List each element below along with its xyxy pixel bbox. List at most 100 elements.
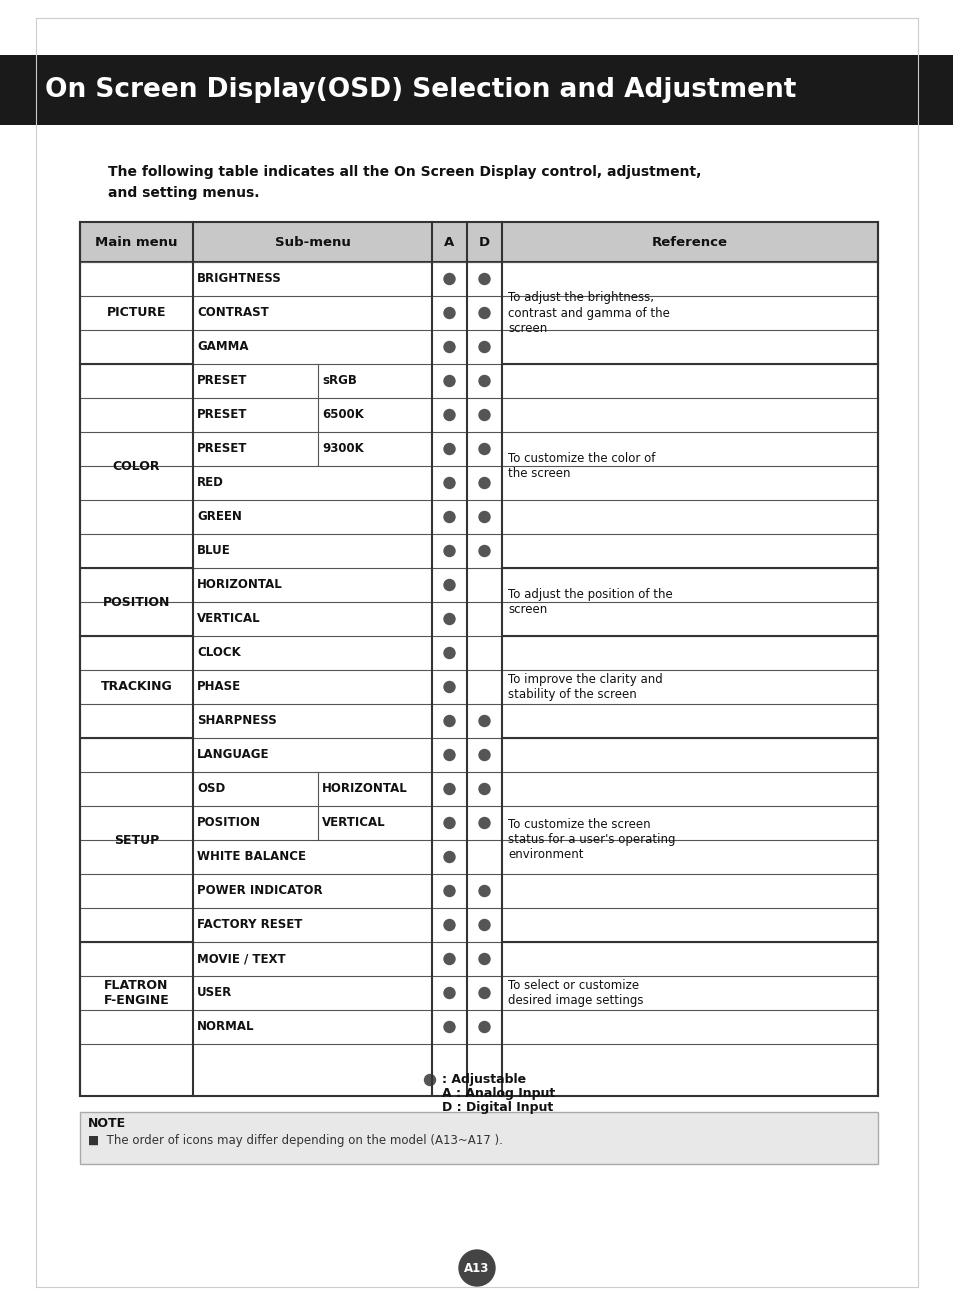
Circle shape [478,308,490,318]
Text: HORIZONTAL: HORIZONTAL [322,783,407,796]
Text: To customize the color of
the screen: To customize the color of the screen [507,452,655,480]
Text: 9300K: 9300K [322,442,363,455]
Circle shape [478,376,490,386]
Text: LANGUAGE: LANGUAGE [196,749,269,762]
Text: A13: A13 [464,1262,489,1275]
Text: SHARPNESS: SHARPNESS [196,715,276,727]
Circle shape [478,410,490,420]
Text: VERTICAL: VERTICAL [322,817,385,830]
Circle shape [478,274,490,284]
Circle shape [443,444,455,454]
Text: BLUE: BLUE [196,544,231,557]
Circle shape [443,1022,455,1032]
Text: D : Digital Input: D : Digital Input [441,1101,553,1114]
Circle shape [443,954,455,964]
Circle shape [478,715,490,727]
Circle shape [478,342,490,352]
Text: MOVIE / TEXT: MOVIE / TEXT [196,953,285,966]
Circle shape [443,545,455,556]
Circle shape [443,715,455,727]
Text: NORMAL: NORMAL [196,1021,254,1034]
Circle shape [443,410,455,420]
Circle shape [478,478,490,488]
Text: Sub-menu: Sub-menu [274,235,350,248]
Text: FLATRON
F-ENGINE: FLATRON F-ENGINE [104,979,170,1007]
Text: NOTE: NOTE [88,1117,126,1130]
Circle shape [478,886,490,897]
Text: COLOR: COLOR [112,459,160,472]
Circle shape [478,817,490,829]
Circle shape [443,886,455,897]
Text: OSD: OSD [196,783,225,796]
Text: A: A [444,235,455,248]
Circle shape [478,783,490,795]
Circle shape [478,545,490,556]
Circle shape [443,478,455,488]
Circle shape [443,647,455,659]
Text: FACTORY RESET: FACTORY RESET [196,919,302,932]
Text: POSITION: POSITION [103,595,170,608]
Bar [80,222,877,1096]
Text: USER: USER [196,987,232,1000]
Circle shape [478,749,490,761]
Text: VERTICAL: VERTICAL [196,612,260,625]
Bar [80,222,877,262]
Text: POWER INDICATOR: POWER INDICATOR [196,885,322,898]
Text: GREEN: GREEN [196,510,242,523]
Circle shape [443,988,455,998]
Text: HORIZONTAL: HORIZONTAL [196,578,282,591]
Text: CLOCK: CLOCK [196,646,240,659]
Circle shape [443,376,455,386]
Text: PRESET: PRESET [196,375,247,388]
Circle shape [443,783,455,795]
Circle shape [443,817,455,829]
Text: POSITION: POSITION [196,817,261,830]
Text: WHITE BALANCE: WHITE BALANCE [196,851,306,864]
Text: TRACKING: TRACKING [100,680,172,693]
Circle shape [478,444,490,454]
Circle shape [443,749,455,761]
Circle shape [478,920,490,930]
Text: CONTRAST: CONTRAST [196,307,269,320]
Text: 6500K: 6500K [322,408,363,422]
Text: To adjust the position of the
screen: To adjust the position of the screen [507,589,672,616]
Text: The following table indicates all the On Screen Display control, adjustment,
and: The following table indicates all the On… [108,164,700,200]
Text: ■  The order of icons may differ depending on the model (A13~A17 ).: ■ The order of icons may differ dependin… [88,1134,502,1147]
Text: A : Analog Input: A : Analog Input [441,1087,555,1100]
Circle shape [443,308,455,318]
Text: PHASE: PHASE [196,680,241,693]
Text: To select or customize
desired image settings: To select or customize desired image set… [507,979,643,1007]
Text: To customize the screen
status for a user's operating
environment: To customize the screen status for a use… [507,818,675,861]
Text: PRESET: PRESET [196,408,247,422]
Circle shape [478,954,490,964]
Text: sRGB: sRGB [322,375,356,388]
Circle shape [458,1250,495,1285]
Circle shape [443,920,455,930]
Text: : Adjustable: : Adjustable [441,1074,525,1087]
Circle shape [443,681,455,693]
Bar [80,222,877,1096]
Text: RED: RED [196,476,224,489]
Text: On Screen Display(OSD) Selection and Adjustment: On Screen Display(OSD) Selection and Adj… [45,77,796,103]
Circle shape [443,613,455,625]
Circle shape [443,579,455,590]
Circle shape [443,851,455,863]
Text: To improve the clarity and
stability of the screen: To improve the clarity and stability of … [507,673,662,701]
Text: BRIGHTNESS: BRIGHTNESS [196,273,281,286]
Bar [80,1112,877,1164]
Text: Main menu: Main menu [95,235,177,248]
Text: SETUP: SETUP [113,834,159,847]
Text: Reference: Reference [651,235,727,248]
Circle shape [478,512,490,522]
Text: GAMMA: GAMMA [196,341,248,354]
Text: To adjust the brightness,
contrast and gamma of the
screen: To adjust the brightness, contrast and g… [507,291,669,334]
Circle shape [424,1074,435,1086]
Circle shape [443,274,455,284]
Text: D: D [478,235,490,248]
Circle shape [478,1022,490,1032]
Circle shape [443,512,455,522]
Bar [0,55,953,125]
Circle shape [443,342,455,352]
Text: PICTURE: PICTURE [107,307,166,320]
Text: PRESET: PRESET [196,442,247,455]
